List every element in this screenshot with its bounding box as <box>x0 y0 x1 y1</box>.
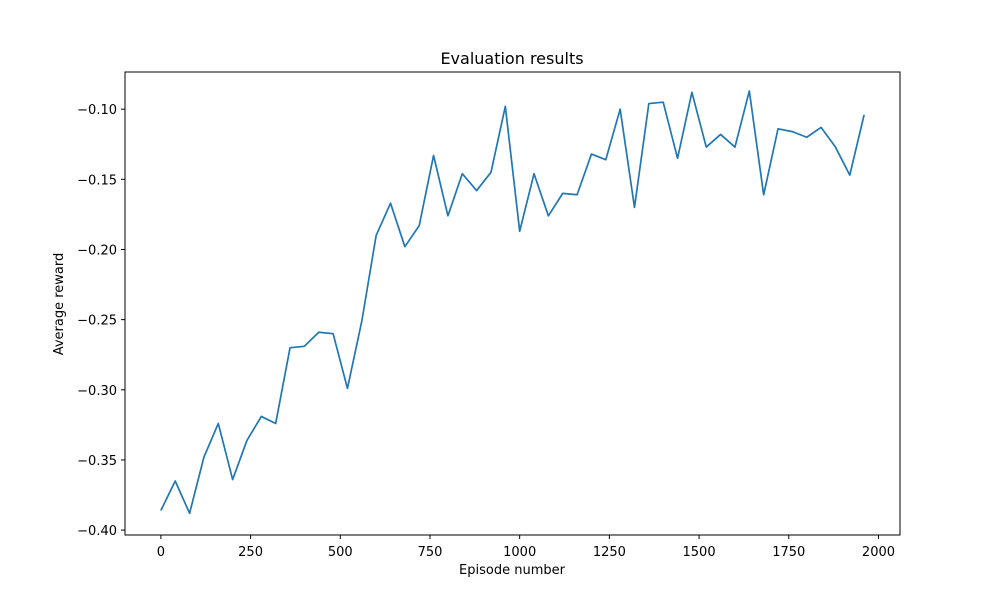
series-line-0 <box>160 90 865 515</box>
x-tick-label: 1250 <box>593 545 626 560</box>
x-tick-label: 1500 <box>683 545 716 560</box>
x-tick-label: 0 <box>157 545 165 560</box>
y-tick-label: −0.35 <box>77 454 117 469</box>
x-tick-label: 2000 <box>862 545 895 560</box>
x-tick-label: 1750 <box>772 545 805 560</box>
y-tick-label: −0.40 <box>77 524 117 539</box>
y-tick-label: −0.20 <box>77 243 117 258</box>
x-tick-label: 1000 <box>503 545 536 560</box>
y-axis-title: Average reward <box>52 253 67 356</box>
y-tick-label: −0.25 <box>77 314 117 329</box>
chart-title: Evaluation results <box>440 49 583 68</box>
plot-area: 0 250 500 750 1000 1250 1500 1750 2000 −0.40 −0.35… <box>77 71 901 560</box>
x-tick-label: 750 <box>418 545 443 560</box>
y-tick-label: −0.30 <box>77 384 117 399</box>
x-tick-label: 250 <box>238 545 263 560</box>
y-tick-label: −0.15 <box>77 173 117 188</box>
y-tick-label: −0.10 <box>77 103 117 118</box>
x-axis-title: Episode number <box>459 563 566 578</box>
plot-frame <box>124 71 901 536</box>
x-tick-label: 500 <box>328 545 353 560</box>
